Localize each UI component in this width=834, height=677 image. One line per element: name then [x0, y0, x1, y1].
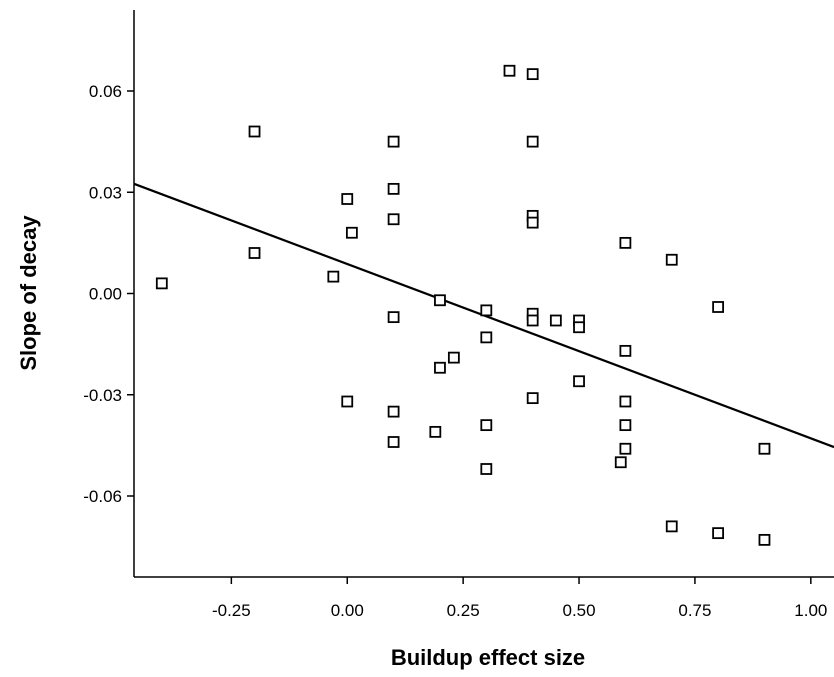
x-tick-label: 0.00	[331, 601, 364, 620]
x-tick-label: 0.25	[447, 601, 480, 620]
data-point	[573, 321, 585, 334]
y-axis-ticks: 0.06 0.03 0.00 -0.03 -0.06	[83, 82, 134, 506]
data-point	[345, 226, 358, 239]
data-point	[434, 294, 446, 307]
data-point	[614, 456, 627, 469]
data-point	[526, 392, 539, 405]
data-point	[480, 304, 493, 317]
data-point	[429, 425, 442, 438]
data-point	[619, 236, 632, 249]
data-point	[434, 361, 446, 374]
data-point	[480, 331, 493, 344]
x-axis-ticks: -0.25 0.00 0.25 0.50 0.75 1.00	[212, 577, 827, 620]
data-point	[619, 395, 632, 408]
data-point	[758, 442, 771, 455]
data-point	[619, 419, 632, 432]
data-point	[341, 193, 354, 205]
data-point	[447, 351, 460, 364]
data-point	[526, 135, 539, 148]
data-point	[758, 533, 771, 546]
data-point	[549, 314, 562, 327]
data-point	[503, 64, 516, 77]
data-point	[480, 463, 493, 475]
data-points	[155, 64, 771, 546]
data-point	[526, 68, 539, 81]
x-axis-title: Buildup effect size	[391, 645, 585, 670]
data-point	[573, 375, 585, 388]
y-tick-label: 0.06	[89, 82, 122, 101]
data-point	[327, 270, 340, 283]
data-point	[665, 520, 678, 533]
data-point	[480, 419, 493, 432]
data-point	[665, 253, 678, 266]
x-tick-label: 0.75	[678, 601, 711, 620]
data-point	[619, 344, 632, 357]
x-tick-label: 1.00	[794, 601, 827, 620]
data-point	[526, 216, 539, 229]
data-point	[155, 277, 168, 290]
data-point	[387, 135, 400, 148]
data-point	[387, 311, 400, 324]
data-point	[248, 247, 261, 259]
data-point	[387, 213, 400, 226]
x-tick-label: -0.25	[212, 601, 251, 620]
data-point	[619, 442, 632, 455]
y-tick-label: 0.03	[89, 183, 122, 202]
data-point	[712, 527, 725, 540]
data-point	[387, 436, 400, 448]
y-tick-label: 0.00	[89, 285, 122, 304]
data-point	[712, 301, 725, 313]
data-point	[387, 182, 400, 195]
y-axis-title: Slope of decay	[16, 215, 41, 371]
y-tick-label: -0.06	[83, 487, 122, 506]
x-tick-label: 0.50	[562, 601, 595, 620]
data-point	[248, 125, 261, 138]
data-point	[526, 314, 539, 327]
y-tick-label: -0.03	[83, 386, 122, 405]
data-point	[341, 395, 354, 408]
data-point	[387, 405, 400, 418]
